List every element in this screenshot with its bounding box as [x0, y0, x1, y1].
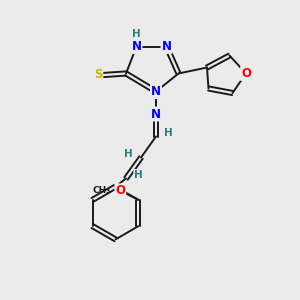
- Text: CH₃: CH₃: [93, 186, 111, 195]
- Text: H: H: [134, 170, 143, 180]
- Text: O: O: [116, 184, 125, 197]
- Text: S: S: [94, 68, 102, 82]
- Text: H: H: [124, 149, 133, 159]
- Text: H: H: [164, 128, 173, 138]
- Text: N: N: [161, 40, 172, 53]
- Text: N: N: [151, 107, 161, 121]
- Text: N: N: [131, 40, 142, 53]
- Text: N: N: [151, 85, 161, 98]
- Text: O: O: [241, 67, 251, 80]
- Text: H: H: [132, 29, 141, 39]
